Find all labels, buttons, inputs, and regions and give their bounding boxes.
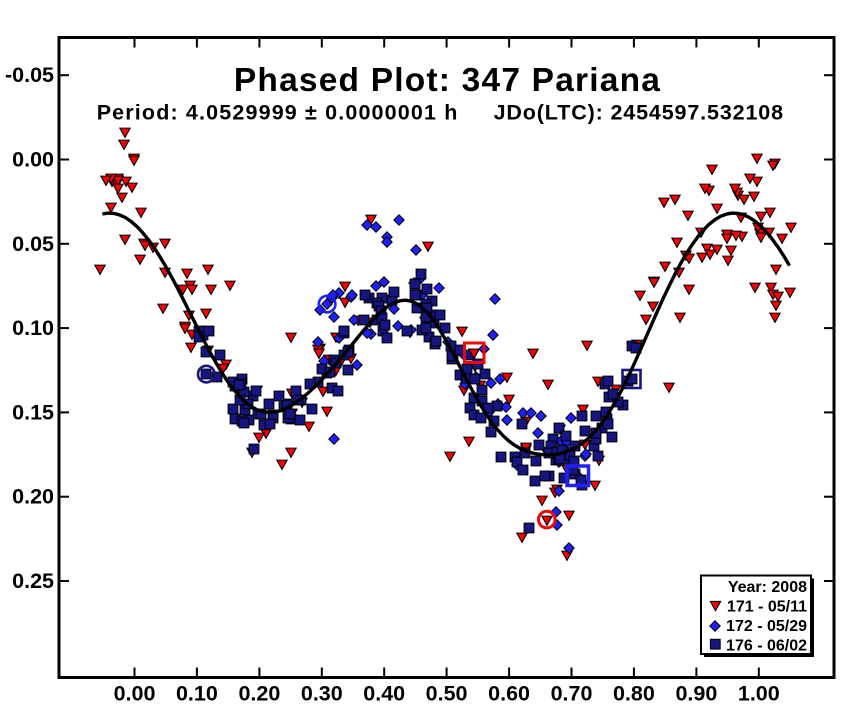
svg-text:0.10: 0.10 bbox=[176, 682, 218, 706]
svg-text:0.20: 0.20 bbox=[238, 682, 280, 706]
svg-text:Period: 4.0529999 ± 0.0000001: Period: 4.0529999 ± 0.0000001 h bbox=[97, 101, 459, 125]
svg-text:176 - 06/02: 176 - 06/02 bbox=[726, 638, 807, 655]
svg-text:172 - 05/29: 172 - 05/29 bbox=[726, 618, 807, 635]
svg-text:171 - 05/11: 171 - 05/11 bbox=[727, 599, 807, 616]
svg-text:Phased Plot: 347 Pariana: Phased Plot: 347 Pariana bbox=[234, 62, 661, 99]
svg-text:0.90: 0.90 bbox=[675, 682, 717, 706]
svg-text:Year: 2008: Year: 2008 bbox=[728, 579, 807, 596]
svg-text:0.80: 0.80 bbox=[613, 682, 655, 706]
svg-text:0.60: 0.60 bbox=[488, 682, 530, 706]
svg-text:0.30: 0.30 bbox=[301, 682, 343, 706]
svg-text:0.40: 0.40 bbox=[363, 682, 405, 706]
svg-text:0.00: 0.00 bbox=[12, 148, 54, 172]
svg-text:0.20: 0.20 bbox=[12, 485, 54, 509]
svg-text:JDo(LTC): 2454597.532108: JDo(LTC): 2454597.532108 bbox=[494, 101, 784, 125]
svg-text:0.15: 0.15 bbox=[12, 400, 54, 424]
svg-text:0.50: 0.50 bbox=[426, 682, 468, 706]
svg-text:0.00: 0.00 bbox=[114, 682, 156, 706]
svg-text:-0.05: -0.05 bbox=[5, 63, 54, 87]
svg-text:0.25: 0.25 bbox=[12, 569, 54, 593]
svg-text:0.10: 0.10 bbox=[12, 316, 54, 340]
svg-text:0.05: 0.05 bbox=[12, 232, 54, 256]
svg-text:1.00: 1.00 bbox=[738, 682, 780, 706]
svg-text:0.70: 0.70 bbox=[551, 682, 593, 706]
